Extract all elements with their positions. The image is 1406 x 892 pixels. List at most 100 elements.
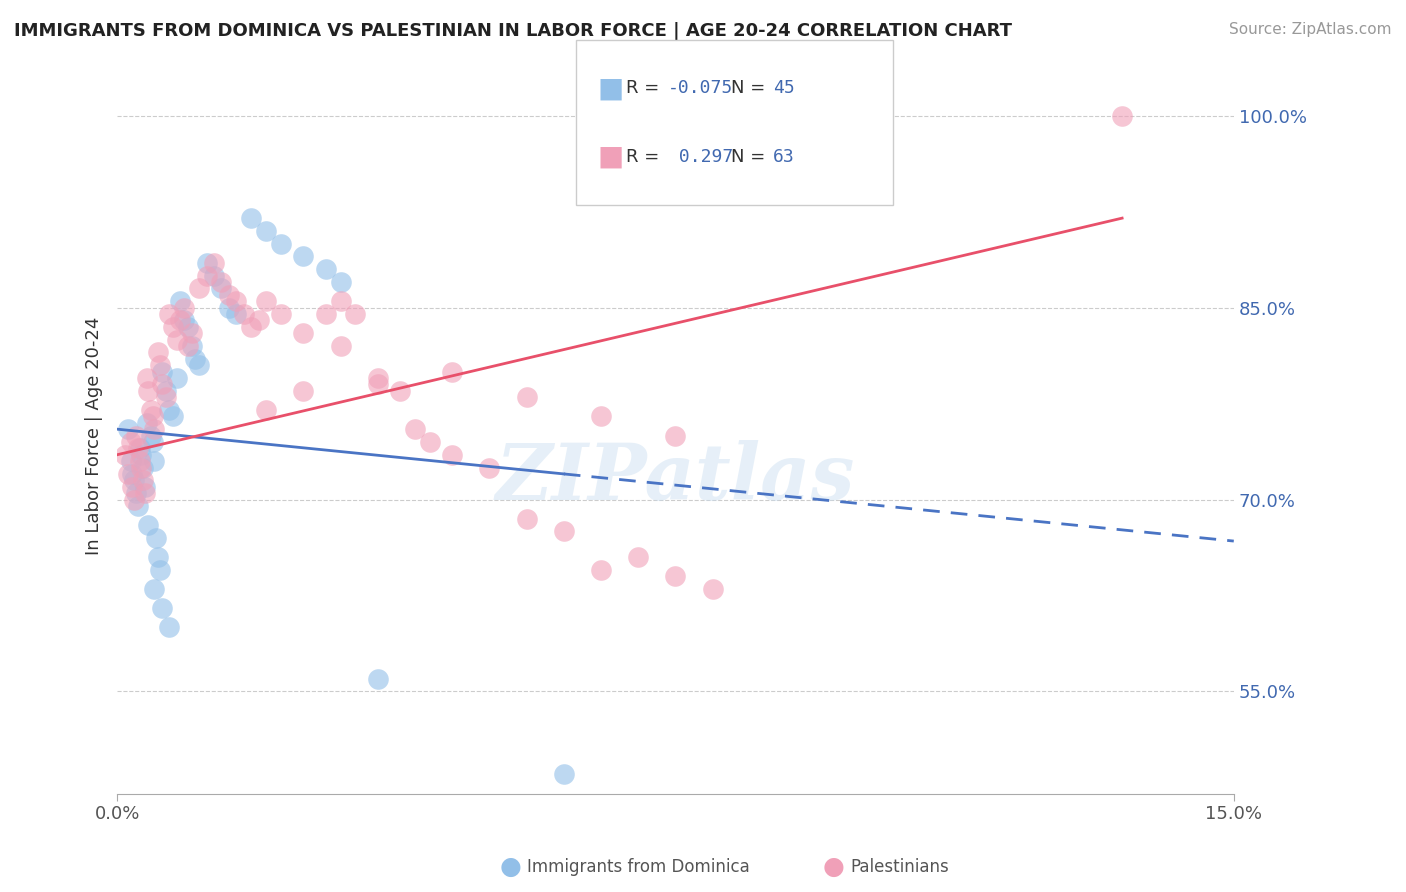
Point — [329, 294, 352, 309]
Point — [173, 301, 195, 315]
Point — [136, 371, 159, 385]
Point — [128, 442, 150, 456]
Point — [315, 262, 337, 277]
Text: 0.297: 0.297 — [668, 148, 733, 166]
Point — [166, 333, 188, 347]
Point — [155, 390, 177, 404]
Point — [292, 250, 315, 264]
Point — [180, 339, 202, 353]
Point — [129, 460, 152, 475]
Text: N =: N = — [731, 148, 770, 166]
Text: R =: R = — [626, 79, 665, 97]
Point — [146, 345, 169, 359]
Point — [516, 390, 538, 404]
Point — [254, 224, 277, 238]
Point — [344, 307, 367, 321]
Text: Immigrants from Dominica: Immigrants from Dominica — [527, 858, 749, 876]
Point — [270, 236, 292, 251]
Point — [292, 326, 315, 341]
Point — [225, 307, 247, 321]
Point — [209, 281, 232, 295]
Text: 45: 45 — [773, 79, 794, 97]
Point — [177, 319, 200, 334]
Point — [225, 294, 247, 309]
Point — [138, 384, 160, 398]
Point — [254, 294, 277, 309]
Point — [367, 672, 389, 686]
Text: -0.075: -0.075 — [668, 79, 733, 97]
Point — [162, 409, 184, 424]
Point — [188, 281, 211, 295]
Text: ●: ● — [823, 855, 845, 879]
Point — [129, 448, 152, 462]
Point — [150, 601, 173, 615]
Point — [155, 384, 177, 398]
Point — [134, 480, 156, 494]
Point — [367, 371, 389, 385]
Text: R =: R = — [626, 148, 665, 166]
Point — [184, 351, 207, 366]
Point — [122, 492, 145, 507]
Point — [136, 416, 159, 430]
Point — [169, 294, 191, 309]
Point — [150, 377, 173, 392]
Point — [389, 384, 412, 398]
Point — [240, 211, 263, 226]
Point — [589, 563, 612, 577]
Point — [202, 256, 225, 270]
Point — [1111, 109, 1133, 123]
Point — [127, 499, 149, 513]
Point — [173, 313, 195, 327]
Point — [117, 467, 139, 481]
Point — [202, 268, 225, 283]
Point — [441, 448, 464, 462]
Point — [195, 256, 218, 270]
Text: IMMIGRANTS FROM DOMINICA VS PALESTINIAN IN LABOR FORCE | AGE 20-24 CORRELATION C: IMMIGRANTS FROM DOMINICA VS PALESTINIAN … — [14, 22, 1012, 40]
Point — [143, 582, 166, 596]
Point — [127, 442, 149, 456]
Point — [240, 319, 263, 334]
Point — [553, 767, 575, 781]
Point — [143, 422, 166, 436]
Point — [125, 428, 148, 442]
Point — [254, 403, 277, 417]
Point — [120, 434, 142, 449]
Point — [329, 339, 352, 353]
Point — [150, 365, 173, 379]
Point — [232, 307, 254, 321]
Point — [664, 428, 686, 442]
Point — [702, 582, 724, 596]
Point — [157, 307, 180, 321]
Text: N =: N = — [731, 79, 770, 97]
Point — [589, 409, 612, 424]
Point — [166, 371, 188, 385]
Y-axis label: In Labor Force | Age 20-24: In Labor Force | Age 20-24 — [86, 317, 103, 555]
Point — [125, 486, 148, 500]
Point — [188, 358, 211, 372]
Point — [143, 454, 166, 468]
Point — [146, 550, 169, 565]
Point — [122, 473, 145, 487]
Point — [664, 569, 686, 583]
Point — [121, 467, 143, 481]
Point — [117, 422, 139, 436]
Point — [134, 486, 156, 500]
Point — [419, 434, 441, 449]
Point — [139, 428, 162, 442]
Point — [218, 301, 240, 315]
Point — [404, 422, 426, 436]
Point — [132, 473, 155, 487]
Point — [142, 434, 165, 449]
Text: ●: ● — [499, 855, 522, 879]
Point — [138, 518, 160, 533]
Point — [247, 313, 270, 327]
Point — [292, 384, 315, 398]
Text: ZIPatlas: ZIPatlas — [496, 441, 855, 516]
Text: Source: ZipAtlas.com: Source: ZipAtlas.com — [1229, 22, 1392, 37]
Point — [157, 403, 180, 417]
Text: ■: ■ — [598, 74, 624, 103]
Point — [177, 339, 200, 353]
Point — [627, 550, 650, 565]
Point — [553, 524, 575, 539]
Point — [114, 448, 136, 462]
